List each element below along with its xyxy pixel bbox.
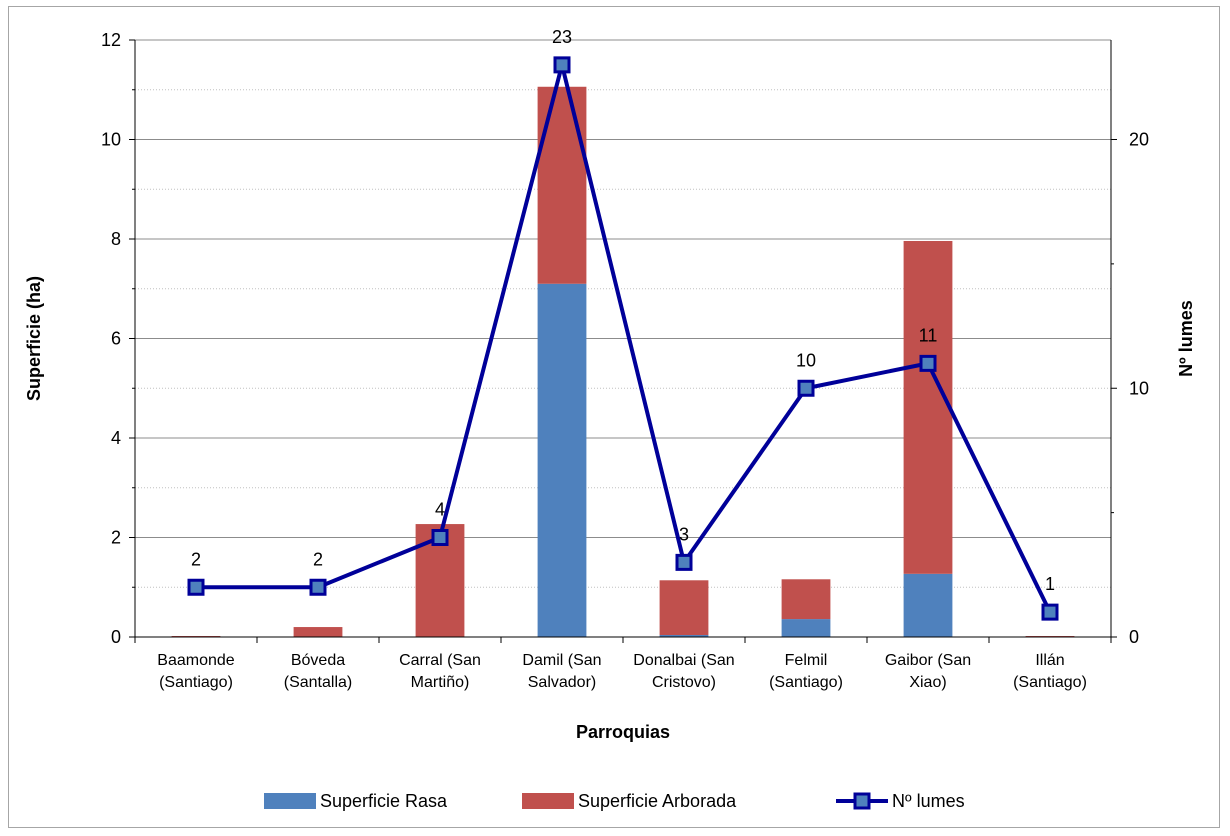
legend-label: Nº lumes <box>892 791 965 811</box>
x-category-line: Illán <box>1035 652 1064 669</box>
bars-group <box>171 86 1075 637</box>
y2-tick-label: 20 <box>1129 130 1149 150</box>
y-tick-label: 8 <box>111 229 121 249</box>
data-label: 11 <box>919 325 938 345</box>
data-label: 23 <box>552 27 572 47</box>
marker-lumes-6 <box>919 354 937 372</box>
y-tick-label: 12 <box>101 30 121 50</box>
x-axis-title: Parroquias <box>576 722 670 742</box>
bar-arborada-1 <box>293 627 343 637</box>
x-category-line: Bóveda <box>291 652 345 669</box>
legend-label: Superficie Arborada <box>578 791 737 811</box>
marker-lumes-0 <box>187 578 205 596</box>
y-tick-label: 6 <box>111 329 121 349</box>
marker-lumes-3 <box>553 56 571 74</box>
y-tick-label: 4 <box>111 428 121 448</box>
x-category-label: Damil (San Salvador) <box>522 652 601 691</box>
x-category-line: Martiño) <box>411 674 470 691</box>
y-axis-title: Superficie (ha) <box>24 276 44 401</box>
x-category-line: Xiao) <box>909 674 946 691</box>
y2-axis-title: Nº lumes <box>1176 300 1196 377</box>
x-category-label: Carral (San Martiño) <box>399 652 481 691</box>
x-category-label: Gaibor (San Xiao) <box>885 652 971 691</box>
x-category-line: Gaibor (San <box>885 652 971 669</box>
data-label: 2 <box>313 549 323 569</box>
chart-frame <box>8 6 1220 828</box>
y2-tick-label: 0 <box>1129 627 1139 647</box>
y-tick-label: 10 <box>101 130 121 150</box>
legend-label: Superficie Rasa <box>320 791 448 811</box>
bar-rasa-3 <box>537 283 587 637</box>
x-category-line: Baamonde <box>157 652 234 669</box>
legend-swatch-1 <box>522 793 574 809</box>
x-category-line: Cristovo) <box>652 674 716 691</box>
x-category-line: (Santiago) <box>159 674 233 691</box>
y-tick-label: 0 <box>111 627 121 647</box>
data-label: 1 <box>1045 574 1055 594</box>
marker-lumes-1 <box>309 578 327 596</box>
x-category-line: Damil (San <box>522 652 601 669</box>
x-category-line: (Santiago) <box>769 674 843 691</box>
x-category-line: Felmil <box>785 652 828 669</box>
x-category-label: Felmil (Santiago) <box>769 652 843 691</box>
data-label: 4 <box>435 500 445 520</box>
bar-rasa-5 <box>781 619 831 637</box>
marker-lumes-7 <box>1041 603 1059 621</box>
legend-marker <box>853 792 871 810</box>
y-tick-label: 2 <box>111 528 121 548</box>
x-category-line: Salvador) <box>528 674 596 691</box>
x-category-line: Carral (San <box>399 652 481 669</box>
legend: Superficie Rasa Superficie Arborada Nº lum… <box>264 791 965 811</box>
x-category-line: (Santiago) <box>1013 674 1087 691</box>
x-category-line: Donalbai (San <box>633 652 734 669</box>
data-label: 10 <box>796 350 816 370</box>
x-category-label: Baamonde (Santiago) <box>157 652 234 691</box>
bar-rasa-4 <box>659 635 709 637</box>
legend-swatch-0 <box>264 793 316 809</box>
bar-arborada-5 <box>781 579 831 620</box>
bar-arborada-4 <box>659 580 709 636</box>
x-category-label: Illán (Santiago) <box>1013 652 1087 691</box>
bar-arborada-3 <box>537 86 587 284</box>
bar-arborada-6 <box>903 240 953 574</box>
x-category-label: Bóveda (Santalla) <box>284 652 352 691</box>
data-label: 2 <box>191 549 201 569</box>
bar-rasa-6 <box>903 573 953 637</box>
line-series-group <box>187 56 1059 621</box>
line-lumes <box>196 62 1052 614</box>
marker-lumes-5 <box>797 379 815 397</box>
data-label: 3 <box>679 524 689 544</box>
marker-lumes-4 <box>675 553 693 571</box>
x-category-label: Donalbai (San Cristovo) <box>633 652 734 691</box>
y2-tick-label: 10 <box>1129 378 1149 398</box>
marker-lumes-2 <box>431 529 449 546</box>
x-category-line: (Santalla) <box>284 674 352 691</box>
